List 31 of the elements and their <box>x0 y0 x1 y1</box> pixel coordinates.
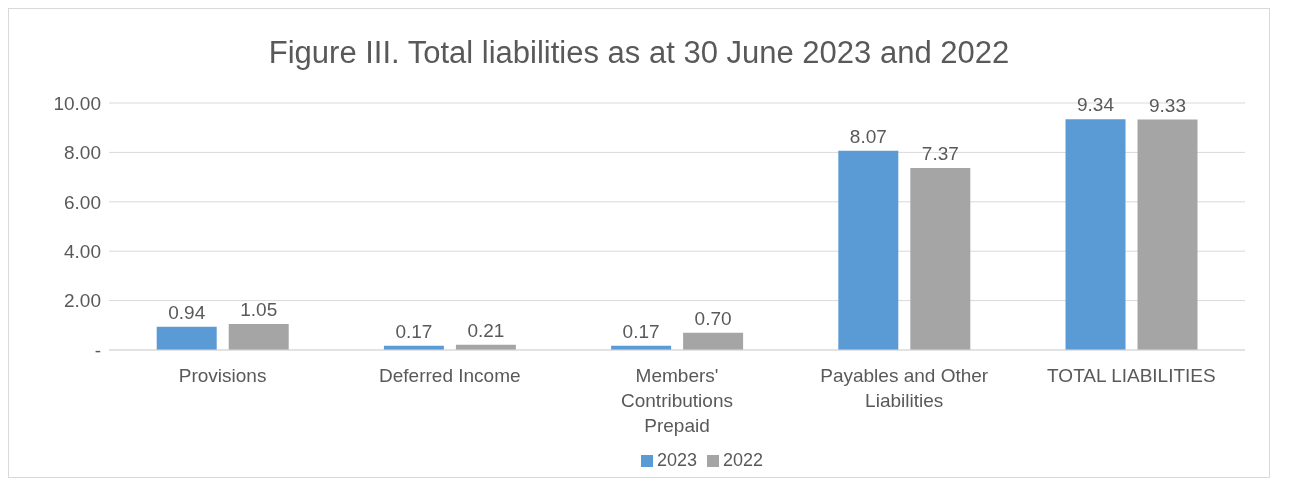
data-label: 9.33 <box>1149 94 1186 116</box>
bar <box>838 150 899 350</box>
data-label: 0.70 <box>694 307 732 329</box>
legend-label: 2023 <box>656 450 697 470</box>
y-tick-label: 8.00 <box>64 142 101 164</box>
data-label: 9.34 <box>1077 94 1115 116</box>
data-label: 0.94 <box>168 301 206 323</box>
bar <box>228 324 289 350</box>
data-label: 1.05 <box>240 299 278 321</box>
legend-label: 2022 <box>723 450 764 470</box>
x-tick-label: Provisions <box>178 365 267 386</box>
x-tick-label: Members' Contributions Prepaid <box>621 365 733 436</box>
y-tick-label: - <box>94 339 101 361</box>
x-tick-label: Payables and Other Liabilities <box>820 365 989 411</box>
data-label: 0.17 <box>622 320 660 342</box>
data-label: 0.21 <box>467 319 505 341</box>
data-label: 7.37 <box>921 142 959 164</box>
bar <box>1065 119 1126 350</box>
bar <box>156 326 217 350</box>
data-label: 8.07 <box>849 125 887 147</box>
bar <box>683 332 744 350</box>
y-tick-label: 4.00 <box>64 240 101 262</box>
y-tick-label: 2.00 <box>64 290 101 312</box>
bar <box>910 167 971 350</box>
bar <box>1137 119 1198 350</box>
y-tick-label: 10.00 <box>53 92 101 114</box>
x-tick-label: Deferred Income <box>379 365 521 386</box>
x-tick-label: TOTAL LIABILITIES <box>1047 365 1216 386</box>
y-tick-label: 6.00 <box>64 191 101 213</box>
data-label: 0.17 <box>395 320 433 342</box>
chart-title: Figure III. Total liabilities as at 30 June 2023 and 2022 <box>267 35 1011 72</box>
